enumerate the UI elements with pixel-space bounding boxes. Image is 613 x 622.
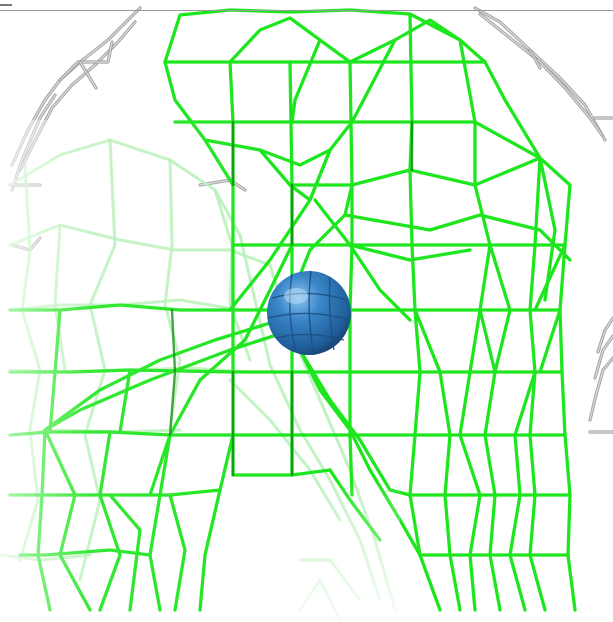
green-strand <box>458 308 482 612</box>
green-strand <box>228 16 462 64</box>
green-strand <box>318 388 422 557</box>
gray-strand-highlight <box>479 13 603 136</box>
green-strand <box>488 243 512 374</box>
atom-sphere[interactable] <box>267 270 351 356</box>
green-strand <box>413 308 462 612</box>
green-strand <box>350 38 397 124</box>
green-strand <box>348 183 354 497</box>
green-strand <box>473 183 502 612</box>
green-strand <box>528 156 547 612</box>
top-left-tick <box>0 4 12 6</box>
gray-strand-highlight <box>79 61 97 89</box>
gray-strand-highlight <box>59 41 113 81</box>
gray-strand <box>588 356 613 422</box>
gray-strand-highlight <box>474 7 606 141</box>
gray-strand <box>473 6 607 142</box>
green-strand <box>343 213 572 262</box>
green-strand <box>348 243 472 262</box>
depth-fog-bottom <box>250 480 400 622</box>
green-strand <box>533 243 567 312</box>
gray-strand-highlight <box>597 317 613 353</box>
top-border-line <box>0 10 613 11</box>
green-strand <box>483 60 542 160</box>
green-strand <box>163 8 487 64</box>
green-strand <box>538 156 557 302</box>
green-strand <box>458 38 477 187</box>
gray-strand-highlight <box>529 49 541 69</box>
green-strand <box>288 148 332 202</box>
gray-strand-highlight <box>594 335 613 379</box>
green-strand <box>258 120 354 167</box>
gray-strand-highlight <box>589 357 613 421</box>
green-strand <box>290 38 322 124</box>
green-strand <box>203 138 572 187</box>
gray-strand <box>478 12 604 137</box>
green-strand <box>313 198 412 322</box>
green-strand <box>408 168 442 612</box>
green-strand <box>538 308 562 374</box>
green-strand <box>508 370 537 612</box>
depth-fog-left <box>0 120 260 622</box>
green-strand <box>288 60 294 187</box>
